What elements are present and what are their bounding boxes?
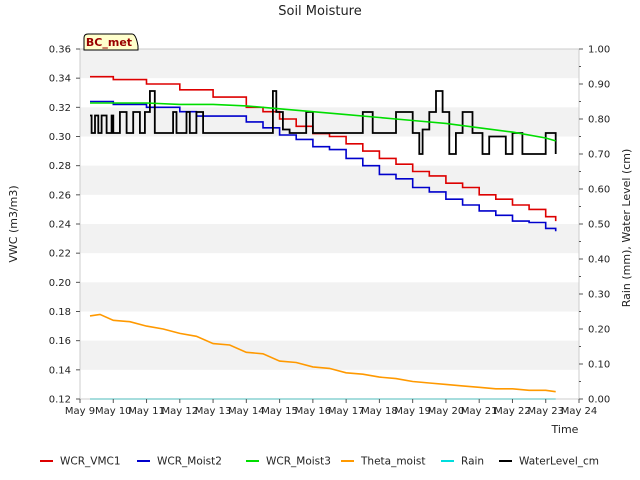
y-left-tick-label: 0.26 — [49, 190, 71, 201]
x-tick-label: May 16 — [295, 406, 332, 417]
y-right-tick-label: 0.20 — [588, 325, 610, 336]
x-tick-label: May 24 — [561, 406, 598, 417]
y-right-tick-label: 0.90 — [588, 80, 610, 91]
x-tick-label: May 10 — [95, 406, 132, 417]
y-right-tick-label: 1.00 — [588, 45, 610, 56]
station-badge: BC_met — [83, 33, 139, 51]
series-wcr-moist2-line — [90, 100, 557, 232]
y-right-tick-label: 0.40 — [588, 255, 610, 266]
y-left-tick-label: 0.20 — [49, 278, 71, 289]
band-1 — [80, 340, 579, 370]
y-left-tick-label: 0.16 — [49, 336, 71, 347]
x-tick-label: May 19 — [394, 406, 431, 417]
y-axis-right-label: Rain (mm), Water Level (cm) — [620, 149, 633, 308]
band-5 — [80, 224, 579, 254]
band-9 — [80, 107, 579, 137]
y-left-tick-label: 0.12 — [49, 395, 71, 406]
legend-label-rain: Rain — [461, 456, 484, 468]
y-right-tick-label: 0.10 — [588, 360, 610, 371]
band-3 — [80, 282, 579, 312]
y-right-tick-label: 0.50 — [588, 220, 610, 231]
x-tick-label: May 23 — [527, 406, 564, 417]
x-tick-label: May 21 — [461, 406, 498, 417]
y-left-tick-label: 0.36 — [49, 45, 71, 56]
chart-title: Soil Moisture — [278, 4, 362, 19]
station-badge-box — [83, 33, 139, 51]
x-tick-label: May 22 — [494, 406, 531, 417]
legend-label-wcr-vmc1: WCR_VMC1 — [60, 456, 121, 468]
y-axis-left: 0.12 0.14 0.16 0.18 0.20 0.22 0.24 0.26 0.28 0.30… — [49, 45, 80, 406]
y-right-tick-label: 0.30 — [588, 290, 610, 301]
x-tick-label: May 11 — [128, 406, 165, 417]
legend-label-waterlevel-cm: WaterLevel_cm — [519, 456, 599, 468]
series-theta-moist-line — [89, 313, 556, 393]
background-bands — [80, 49, 579, 370]
x-tick-label: May 15 — [261, 406, 298, 417]
legend-label-wcr-moist3: WCR_Moist3 — [266, 456, 331, 468]
x-axis-label: Time — [551, 423, 579, 436]
x-tick-label: May 17 — [328, 406, 365, 417]
y-left-tick-label: 0.14 — [49, 365, 71, 376]
legend: WCR_VMC1 WCR_Moist2 WCR_Moist3 Theta_moist R… — [40, 456, 599, 468]
y-axis-left-label: VWC (m3/m3) — [7, 185, 20, 262]
series-wcr-vmc1-line — [90, 75, 557, 222]
series-waterlevel-cm-line — [90, 90, 557, 155]
y-left-tick-label: 0.34 — [49, 74, 71, 85]
y-axis-right: 0.00 0.10 0.20 0.30 0.40 0.50 0.60 0.70 0.80 0.90… — [579, 45, 610, 406]
y-left-tick-label: 0.28 — [49, 161, 71, 172]
band-11 — [80, 49, 579, 79]
y-right-tick-label: 0.70 — [588, 150, 610, 161]
band-7 — [80, 165, 579, 195]
x-tick-label: May 18 — [361, 406, 398, 417]
legend-label-theta-moist: Theta_moist — [360, 456, 426, 468]
y-right-tick-label: 0.80 — [588, 115, 610, 126]
series-wcr-moist3-line — [90, 102, 556, 142]
x-tick-label: May 20 — [428, 406, 465, 417]
x-tick-label: May 12 — [162, 406, 199, 417]
y-left-tick-label: 0.18 — [49, 307, 71, 318]
y-right-tick-label: 0.60 — [588, 185, 610, 196]
y-left-tick-label: 0.30 — [49, 132, 71, 143]
y-right-tick-label: 0.00 — [588, 395, 610, 406]
y-left-tick-label: 0.32 — [49, 103, 71, 114]
x-tick-label: May 13 — [195, 406, 232, 417]
station-label: BC_met — [86, 36, 132, 49]
x-tick-label: May 9 — [65, 406, 95, 417]
y-left-tick-label: 0.24 — [49, 220, 71, 231]
legend-label-wcr-moist2: WCR_Moist2 — [157, 456, 222, 468]
y-left-tick-label: 0.22 — [49, 249, 71, 260]
x-tick-label: May 14 — [228, 406, 265, 417]
